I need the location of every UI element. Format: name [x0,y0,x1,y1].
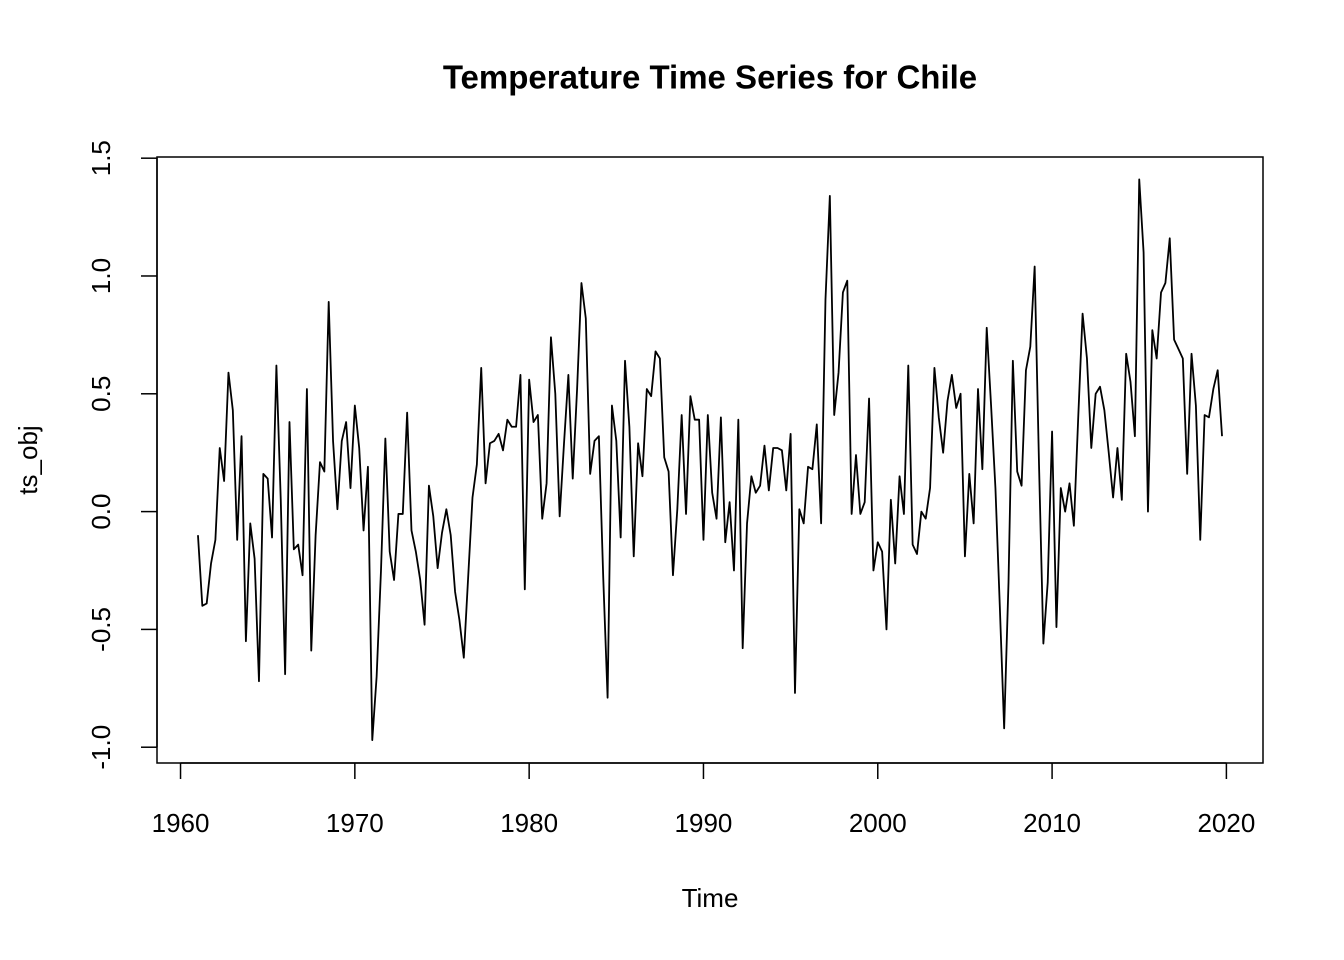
chart-title: Temperature Time Series for Chile [443,59,977,96]
y-tick-label: 0.5 [86,376,116,412]
x-tick-label: 2000 [849,808,907,838]
x-tick-label: 2020 [1197,808,1255,838]
y-axis-label: ts_obj [13,425,43,494]
y-tick-label: 1.0 [86,258,116,294]
y-tick-label: -0.5 [86,607,116,652]
y-tick-label: 0.0 [86,494,116,530]
x-tick-label: 1990 [675,808,733,838]
x-tick-label: 1970 [326,808,384,838]
x-tick-label: 1960 [152,808,210,838]
y-tick-label: -1.0 [86,725,116,770]
series-line [197,178,1223,742]
y-tick-label: 1.5 [86,140,116,176]
x-tick-label: 1980 [500,808,558,838]
x-tick-label: 2010 [1023,808,1081,838]
x-axis-label: Time [682,883,739,913]
